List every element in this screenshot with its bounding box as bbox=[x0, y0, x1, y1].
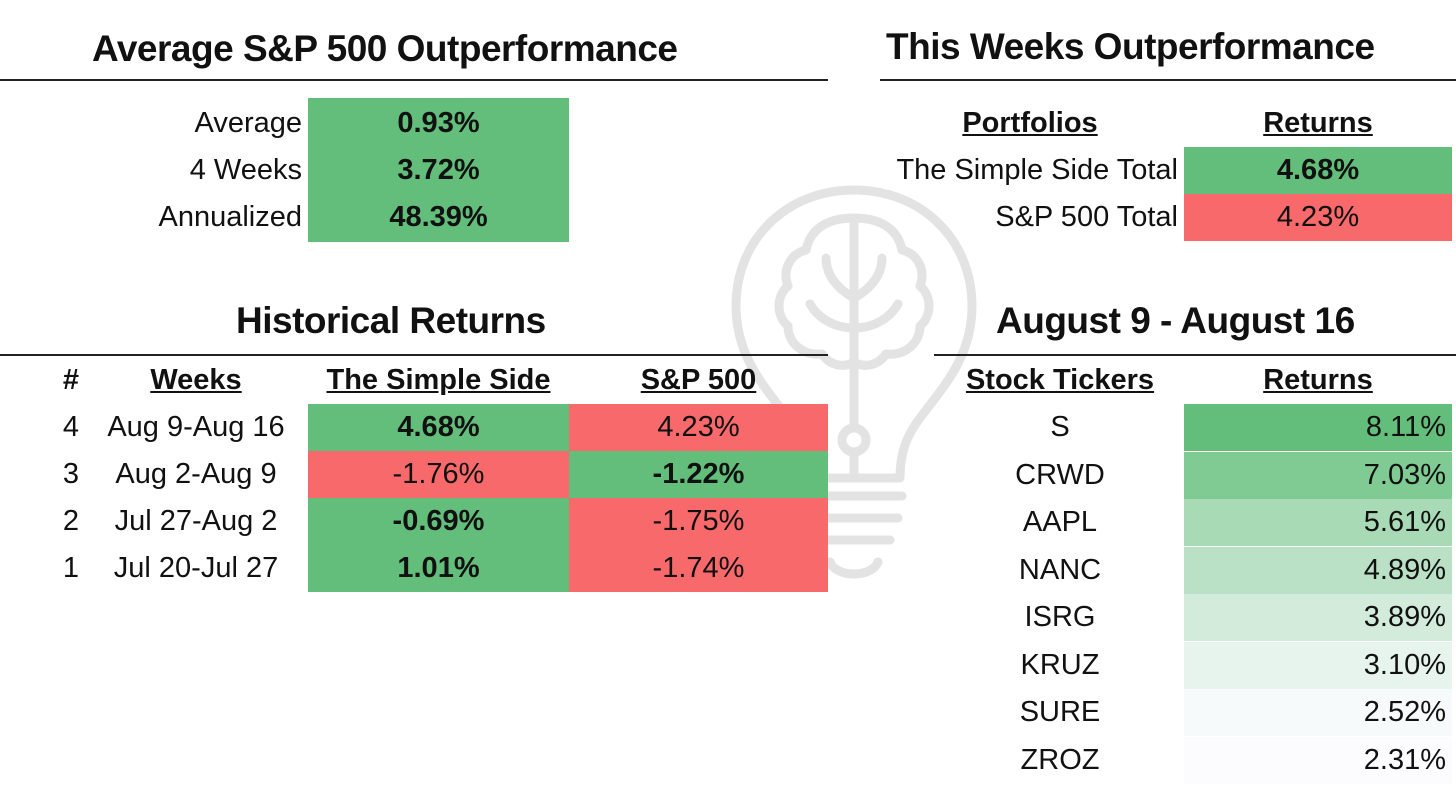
ticker-return: 3.89% bbox=[1184, 594, 1452, 641]
ticker-symbol: AAPL bbox=[1022, 506, 1098, 538]
simple-side-total-value: 4.68% bbox=[1184, 147, 1452, 194]
avg-value-background bbox=[308, 98, 569, 242]
ticker-symbol: KRUZ bbox=[1020, 648, 1100, 681]
hist-row-sp: -1.22% bbox=[569, 451, 828, 498]
ticker-return: 4.89% bbox=[1184, 546, 1452, 594]
ticker-return: 5.61% bbox=[1184, 499, 1452, 546]
ticker-symbol: ZROZ bbox=[1020, 743, 1100, 776]
week-section-title: This Weeks Outperformance bbox=[886, 26, 1375, 67]
ticker-symbol: CRWD bbox=[1015, 458, 1105, 491]
simple-side-total-label: The Simple Side Total bbox=[896, 154, 1178, 186]
sp500-total-label: S&P 500 Total bbox=[995, 201, 1178, 233]
hist-row-simple: -0.69% bbox=[308, 498, 569, 545]
hist-weeks-header: Weeks bbox=[150, 364, 242, 396]
annualized-label: Annualized bbox=[158, 201, 303, 233]
tickers-returns-header: Returns bbox=[1263, 364, 1373, 396]
hist-row-num: 3 bbox=[62, 458, 80, 490]
sp500-total-value: 4.23% bbox=[1184, 194, 1452, 241]
hist-row-num: 2 bbox=[62, 505, 80, 537]
portfolios-header: Portfolios bbox=[962, 107, 1098, 139]
ticker-return: 8.11% bbox=[1184, 404, 1452, 451]
hist-section-title: Historical Returns bbox=[236, 300, 546, 341]
hist-row-weeks: Jul 27-Aug 2 bbox=[114, 505, 278, 537]
ticker-return: 7.03% bbox=[1184, 451, 1452, 499]
four-weeks-value: 3.72% bbox=[397, 154, 480, 186]
stock-tickers-header: Stock Tickers bbox=[965, 364, 1155, 396]
hist-row-simple: 4.68% bbox=[308, 404, 569, 451]
hist-title-rule bbox=[0, 354, 828, 356]
hist-row-weeks: Jul 20-Jul 27 bbox=[113, 552, 279, 584]
tickers-section-title: August 9 - August 16 bbox=[996, 300, 1355, 341]
ticker-return: 2.31% bbox=[1184, 736, 1452, 784]
hist-sp-header: S&P 500 bbox=[640, 364, 757, 396]
annualized-value: 48.39% bbox=[389, 201, 488, 233]
avg-title-rule bbox=[0, 79, 828, 81]
ticker-symbol: ISRG bbox=[1024, 601, 1096, 633]
tickers-title-rule bbox=[934, 354, 1456, 356]
hist-row-weeks: Aug 9-Aug 16 bbox=[107, 411, 285, 443]
hist-row-sp: -1.74% bbox=[569, 545, 828, 592]
ticker-return: 2.52% bbox=[1184, 689, 1452, 736]
hist-row-simple: -1.76% bbox=[308, 451, 569, 498]
hist-row-sp: 4.23% bbox=[569, 404, 828, 451]
week-title-rule bbox=[880, 79, 1456, 81]
hist-row-num: 1 bbox=[62, 552, 80, 584]
hist-row-simple: 1.01% bbox=[308, 545, 569, 592]
avg-value: 0.93% bbox=[397, 107, 480, 139]
avg-label: Average bbox=[194, 107, 303, 139]
ticker-symbol: S bbox=[1050, 411, 1070, 443]
hist-row-num: 4 bbox=[62, 411, 80, 443]
hist-row-sp: -1.75% bbox=[569, 498, 828, 545]
hist-num-header: # bbox=[62, 364, 80, 396]
ticker-symbol: NANC bbox=[1018, 553, 1102, 586]
hist-simple-header: The Simple Side bbox=[326, 364, 551, 396]
four-weeks-label: 4 Weeks bbox=[189, 154, 302, 186]
hist-row-weeks: Aug 2-Aug 9 bbox=[115, 458, 277, 490]
week-returns-header: Returns bbox=[1263, 107, 1373, 139]
ticker-return: 3.10% bbox=[1184, 641, 1452, 689]
ticker-symbol: SURE bbox=[1019, 696, 1101, 728]
avg-section-title: Average S&P 500 Outperformance bbox=[92, 28, 678, 69]
